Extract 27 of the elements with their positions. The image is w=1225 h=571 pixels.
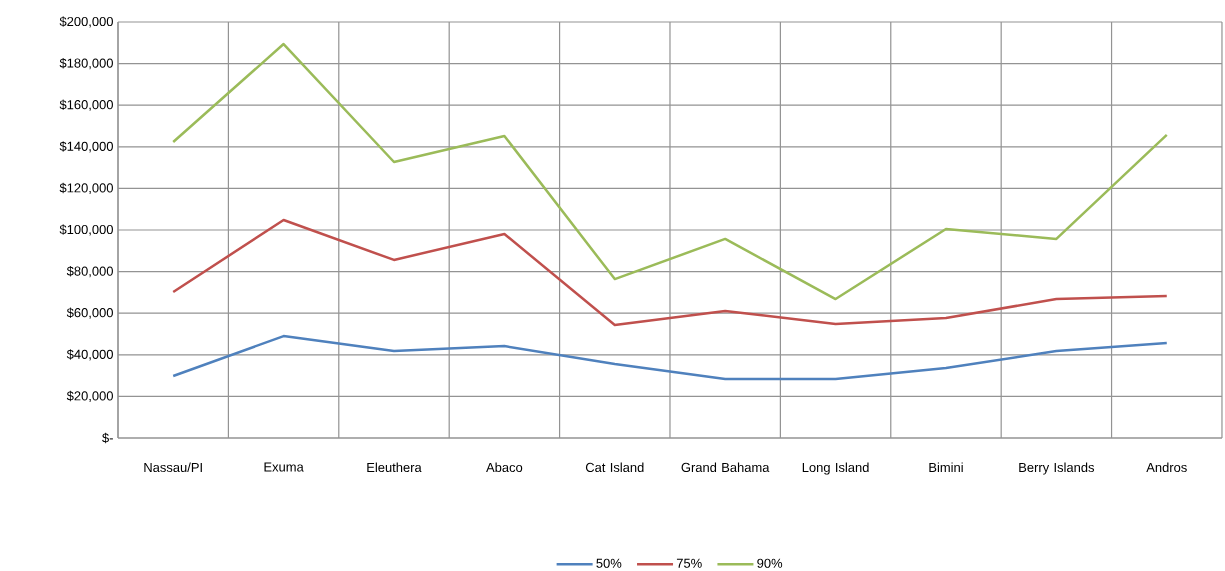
x-tick-label: Grand Bahama [681,462,770,473]
line-series [171,42,1169,301]
x-tick-label: Bimini [929,462,963,472]
y-tick-label: $160,000 [59,99,113,111]
y-tick-label: $120,000 [59,182,113,195]
x-tick-label: Berry Islands [1019,462,1095,475]
y-tick-label: $100,000 [59,224,113,236]
line-series [171,334,1169,381]
y-tick-label: $80,000 [66,265,113,278]
y-tick-label: $20,000 [66,390,113,403]
line-series [171,218,1169,327]
x-tick-label: Long Island [802,462,869,475]
x-tick-label: Cat Island [585,462,644,473]
x-tick-label: Abaco [486,462,523,473]
y-tick-label: $60,000 [66,307,113,319]
y-tick-label: $40,000 [66,349,113,361]
x-tick-label: Andros [1146,462,1187,473]
legend-label: 90% [757,558,783,568]
y-tick-label: $140,000 [59,141,113,153]
y-tick-label: $- [102,432,113,444]
x-tick-label: Eleuthera [367,462,422,473]
x-tick-label: Exuma [264,462,304,472]
y-tick-label: $180,000 [59,57,113,70]
legend-label: 75% [676,558,702,568]
y-tick-label: $200,000 [59,16,113,28]
x-tick-label: Nassau/PI [144,462,202,473]
legend-label: 50% [596,558,622,568]
